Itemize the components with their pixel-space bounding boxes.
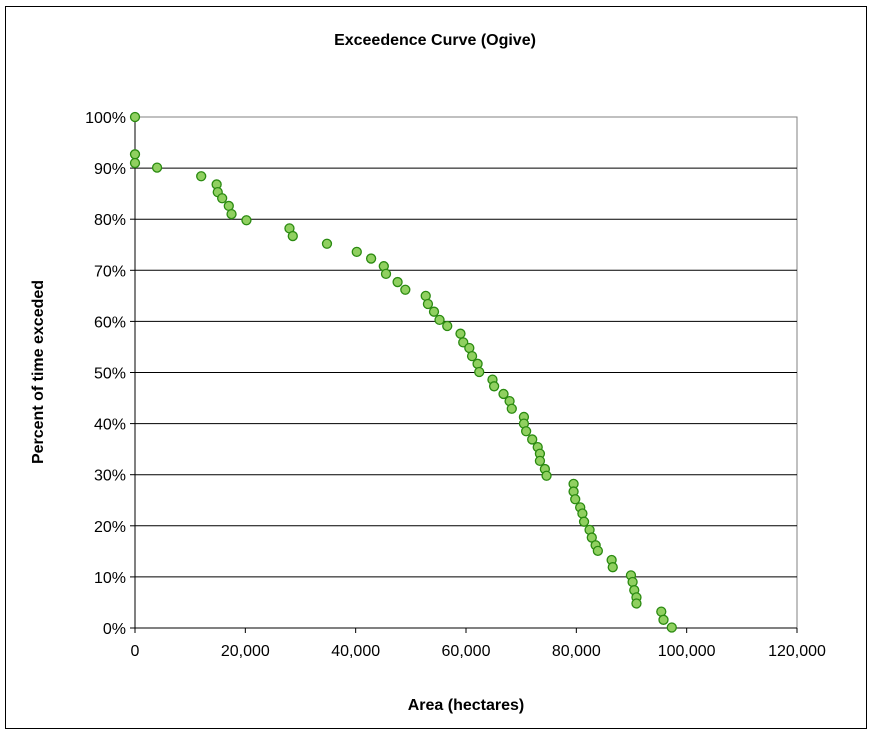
data-point [570, 494, 581, 505]
data-point [506, 403, 517, 414]
y-tick-label: 100% [85, 110, 126, 127]
data-point [442, 320, 453, 332]
chart-title: Exceedence Curve (Ogive) [334, 32, 536, 49]
data-point [498, 388, 509, 400]
y-tick-label: 30% [94, 468, 126, 485]
data-point [365, 253, 377, 264]
x-tick-label: 60,000 [442, 643, 491, 660]
data-point [422, 298, 434, 310]
data-point [592, 545, 603, 556]
data-point [287, 230, 298, 242]
data-point [527, 434, 538, 445]
data-point [129, 111, 141, 123]
x-tick-label: 20,000 [221, 643, 270, 660]
y-tick-label: 40% [94, 417, 126, 434]
data-point [196, 171, 207, 182]
data-point [666, 622, 677, 633]
data-point [472, 358, 483, 369]
data-point [578, 516, 590, 527]
data-point [474, 366, 485, 378]
data-point [488, 381, 500, 392]
y-tick-labels: 0% 10% 20% 30% 40% 50% 60% 70% 80% 90% 100% [85, 110, 135, 638]
data-point [400, 284, 411, 295]
data-point [658, 614, 669, 625]
y-tick-label: 0% [103, 621, 126, 638]
y-tick-label: 80% [94, 212, 126, 229]
data-point [577, 508, 588, 519]
data-point [217, 193, 228, 204]
data-point [241, 215, 252, 226]
y-tick-label: 60% [94, 314, 126, 331]
y-tick-label: 90% [94, 161, 126, 178]
data-points [129, 111, 677, 633]
y-tick-label: 50% [94, 366, 126, 383]
data-point [534, 455, 546, 467]
gridlines [135, 167, 797, 578]
data-point [129, 149, 141, 160]
x-tick-label: 120,000 [768, 643, 826, 660]
data-point [455, 328, 466, 339]
x-axis-title: Area (hectares) [408, 697, 525, 714]
data-point [151, 162, 163, 173]
y-tick-label: 70% [94, 263, 126, 280]
x-tick-label: 100,000 [658, 643, 716, 660]
data-point [434, 314, 445, 326]
data-point [607, 562, 618, 573]
y-tick-label: 10% [94, 570, 126, 587]
data-point [520, 426, 532, 437]
x-tick-label: 0 [131, 643, 140, 660]
data-point [129, 157, 141, 169]
data-point [380, 268, 392, 280]
data-point [631, 598, 642, 609]
data-point [226, 208, 237, 220]
data-point [466, 350, 478, 362]
data-point [428, 306, 440, 317]
x-tick-label: 40,000 [331, 643, 380, 660]
y-tick-label: 20% [94, 519, 126, 536]
data-point [321, 238, 333, 249]
data-point [392, 276, 403, 288]
x-tick-labels: 0 20,000 40,000 60,000 80,000 100,000 120,000 [131, 628, 826, 660]
data-point [541, 470, 552, 481]
data-point [351, 246, 362, 258]
data-point [627, 576, 638, 588]
x-tick-label: 80,000 [552, 643, 601, 660]
y-axis-title: Percent of time exceded [30, 280, 47, 464]
